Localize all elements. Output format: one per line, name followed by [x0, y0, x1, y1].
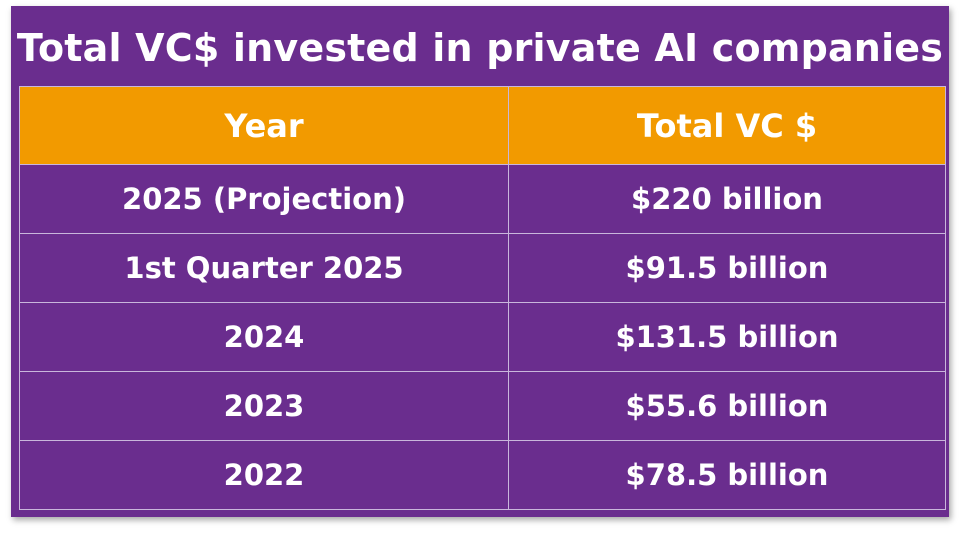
value-cell: $220 billion [508, 164, 946, 234]
year-cell: 1st Quarter 2025 [19, 233, 509, 303]
year-cell: 2023 [19, 371, 509, 441]
table-row: 2025 (Projection) $220 billion [19, 164, 946, 234]
value-cell: $91.5 billion [508, 233, 946, 303]
table-card: Total VC$ invested in private AI compani… [11, 6, 949, 517]
table-row: 2024 $131.5 billion [19, 302, 946, 372]
value-cell: $131.5 billion [508, 302, 946, 372]
year-cell: 2025 (Projection) [19, 164, 509, 234]
table-row: 2023 $55.6 billion [19, 371, 946, 441]
table-row: 1st Quarter 2025 $91.5 billion [19, 233, 946, 303]
year-cell: 2024 [19, 302, 509, 372]
data-table: Year Total VC $ 2025 (Projection) $220 b… [19, 86, 946, 510]
value-cell: $55.6 billion [508, 371, 946, 441]
value-cell: $78.5 billion [508, 440, 946, 510]
header-row: Year Total VC $ [19, 86, 946, 165]
chart-title: Total VC$ invested in private AI compani… [16, 26, 944, 70]
year-cell: 2022 [19, 440, 509, 510]
column-header-total-vc: Total VC $ [508, 86, 946, 165]
column-header-year: Year [19, 86, 509, 165]
table-row: 2022 $78.5 billion [19, 440, 946, 510]
